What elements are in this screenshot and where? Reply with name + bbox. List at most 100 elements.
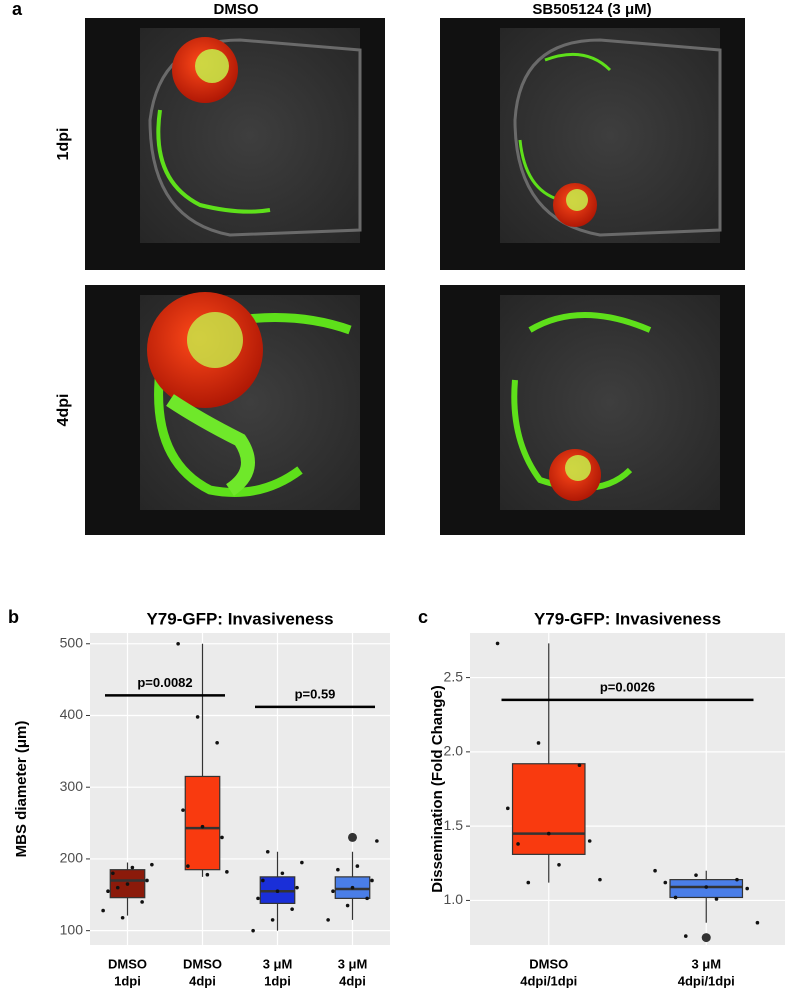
x-tick-label: 1dpi bbox=[114, 973, 141, 988]
y-tick-label: 400 bbox=[60, 706, 84, 722]
row-label: 1dpi bbox=[55, 128, 72, 161]
data-point bbox=[345, 903, 350, 908]
y-tick-label: 1.0 bbox=[444, 891, 464, 907]
data-point bbox=[326, 918, 330, 922]
data-point bbox=[176, 641, 180, 646]
x-tick-label: 4dpi bbox=[339, 973, 366, 988]
micrograph bbox=[440, 18, 745, 270]
data-point bbox=[336, 867, 340, 872]
row-label: 4dpi bbox=[55, 394, 72, 427]
x-tick-label: DMSO bbox=[183, 956, 222, 971]
data-point bbox=[745, 886, 749, 891]
significance-label: p=0.59 bbox=[295, 686, 336, 701]
x-tick-label: 1dpi bbox=[264, 973, 291, 988]
data-point bbox=[355, 864, 360, 868]
data-point bbox=[546, 831, 551, 836]
data-point bbox=[115, 885, 120, 890]
data-point bbox=[130, 865, 135, 870]
data-point bbox=[735, 877, 739, 882]
data-point bbox=[275, 889, 280, 894]
data-point bbox=[295, 885, 299, 890]
data-point bbox=[331, 889, 335, 894]
data-point bbox=[536, 741, 541, 745]
data-point bbox=[150, 862, 154, 867]
y-tick-label: 2.0 bbox=[444, 743, 464, 759]
data-point bbox=[653, 868, 657, 873]
data-point bbox=[495, 641, 500, 646]
data-point bbox=[598, 877, 602, 882]
data-point bbox=[375, 839, 379, 843]
x-tick-label: 4dpi/1dpi bbox=[678, 973, 735, 988]
data-point bbox=[186, 864, 190, 868]
outlier bbox=[348, 832, 357, 842]
x-tick-label: DMSO bbox=[529, 956, 568, 971]
x-tick-label: DMSO bbox=[108, 956, 147, 971]
y-tick-label: 2.5 bbox=[444, 668, 464, 684]
data-point bbox=[181, 808, 185, 812]
y-tick-label: 1.5 bbox=[444, 817, 464, 833]
data-point bbox=[195, 715, 200, 719]
outlier bbox=[701, 933, 711, 943]
data-point bbox=[516, 842, 520, 846]
data-point bbox=[300, 860, 304, 865]
x-tick-label: 3 μM bbox=[338, 956, 368, 971]
data-point bbox=[557, 862, 561, 867]
data-point bbox=[261, 878, 265, 883]
y-axis-label: MBS diameter (μm) bbox=[13, 721, 30, 858]
y-axis-label: Dissemination (Fold Change) bbox=[429, 685, 446, 893]
x-tick-label: 3 μM bbox=[263, 956, 293, 971]
data-point bbox=[215, 740, 219, 745]
data-point bbox=[755, 920, 760, 925]
panel-label: b bbox=[8, 607, 19, 627]
data-point bbox=[145, 878, 149, 883]
significance-label: p=0.0026 bbox=[600, 679, 655, 694]
data-point bbox=[106, 889, 110, 894]
micrograph bbox=[85, 285, 385, 535]
data-point bbox=[673, 895, 678, 900]
data-point bbox=[140, 900, 144, 904]
data-point bbox=[280, 871, 285, 876]
data-point bbox=[714, 897, 719, 901]
data-point bbox=[220, 835, 224, 840]
data-point bbox=[506, 806, 510, 811]
panel-label: a bbox=[12, 0, 23, 19]
data-point bbox=[370, 878, 374, 883]
data-point bbox=[694, 873, 698, 877]
data-point bbox=[577, 763, 582, 768]
x-tick-label: 3 μM bbox=[691, 956, 721, 971]
data-point bbox=[111, 871, 115, 876]
data-point bbox=[290, 907, 294, 911]
data-point bbox=[125, 882, 130, 886]
micrograph bbox=[85, 18, 385, 270]
x-tick-label: 4dpi/1dpi bbox=[520, 973, 577, 988]
chart-title: Y79-GFP: Invasiveness bbox=[534, 609, 721, 628]
data-point bbox=[587, 839, 592, 843]
column-label: SB505124 (3 μM) bbox=[532, 1, 651, 18]
data-point bbox=[526, 880, 531, 885]
significance-label: p=0.0082 bbox=[137, 675, 192, 690]
data-point bbox=[101, 908, 105, 913]
data-point bbox=[270, 918, 275, 922]
data-point bbox=[683, 934, 688, 938]
panel-label: c bbox=[418, 607, 428, 627]
y-tick-label: 500 bbox=[60, 634, 84, 650]
chart-title: Y79-GFP: Invasiveness bbox=[146, 609, 333, 628]
data-point bbox=[663, 880, 668, 885]
data-point bbox=[365, 896, 369, 901]
x-tick-label: 4dpi bbox=[189, 973, 216, 988]
data-point bbox=[205, 872, 210, 877]
data-point bbox=[120, 915, 125, 920]
micrograph bbox=[440, 285, 745, 535]
data-point bbox=[704, 885, 709, 889]
y-tick-label: 300 bbox=[60, 778, 84, 794]
data-point bbox=[265, 849, 270, 854]
data-point bbox=[350, 885, 355, 890]
data-point bbox=[200, 824, 205, 829]
y-tick-label: 100 bbox=[60, 921, 84, 937]
column-label: DMSO bbox=[214, 1, 259, 18]
data-point bbox=[256, 896, 260, 901]
data-point bbox=[251, 928, 255, 933]
y-tick-label: 200 bbox=[60, 850, 84, 866]
